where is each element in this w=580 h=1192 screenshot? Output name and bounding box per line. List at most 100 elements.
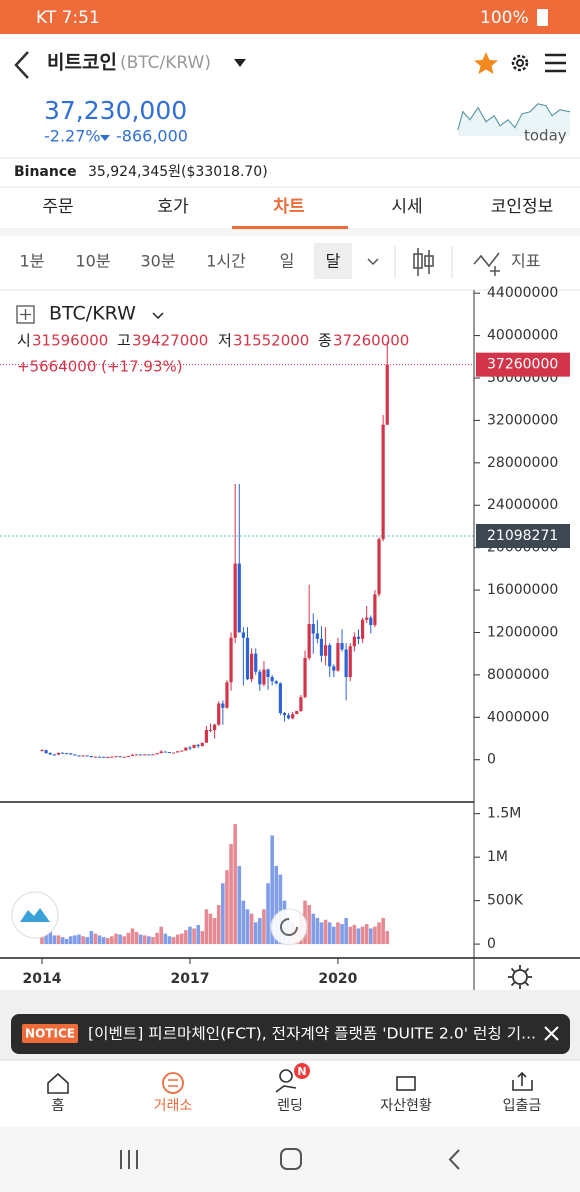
y-tick-label: 28000000: [487, 455, 558, 471]
symbol-dropdown[interactable]: [152, 312, 164, 320]
back-system[interactable]: [448, 1149, 460, 1170]
volume-bar: [253, 922, 258, 945]
volume-tick-label: 500K: [487, 893, 524, 909]
settings[interactable]: [511, 54, 529, 72]
tab[interactable]: 주문: [42, 197, 73, 217]
system-nav: [0, 1126, 580, 1192]
tab[interactable]: 코인정보: [491, 197, 554, 217]
chart-settings[interactable]: [512, 969, 528, 985]
y-tick-label: 32000000: [487, 412, 558, 428]
candle-body: [171, 752, 176, 754]
candle-body: [184, 747, 188, 751]
volume-bar: [307, 904, 311, 945]
candle-body: [229, 637, 233, 683]
volume-bar: [385, 931, 390, 945]
candle-body: [217, 703, 221, 725]
lending-badge-text: N: [297, 1065, 306, 1078]
volume-bar: [105, 938, 110, 945]
volume-bar: [266, 883, 270, 945]
candle-body: [352, 636, 356, 647]
candle-body: [373, 594, 377, 626]
candle-body: [278, 683, 282, 714]
candle-body: [204, 730, 208, 743]
ohlc-label: 고: [117, 332, 131, 350]
volume-bar: [89, 931, 94, 945]
back-button[interactable]: [14, 51, 29, 79]
home-button[interactable]: [280, 1148, 302, 1170]
volume-bar: [373, 926, 377, 945]
candle-type-button[interactable]: [413, 248, 434, 276]
symbol[interactable]: BTC/KRW: [49, 303, 136, 325]
indicator-plus: [490, 266, 500, 276]
nav-item[interactable]: 렌딩: [277, 1098, 303, 1114]
sparkline-area: [458, 104, 570, 136]
candle-body: [139, 754, 143, 756]
crosshair-label: 21098271: [487, 528, 558, 544]
volume-bar: [130, 928, 135, 945]
interval[interactable]: 1시간: [206, 252, 246, 271]
volume-bar: [85, 937, 90, 945]
tab[interactable]: 호가: [157, 197, 189, 217]
candle-body: [369, 617, 373, 626]
tab[interactable]: 차트: [273, 197, 305, 217]
ohlc-label: 저: [218, 332, 232, 350]
y-tick-label: 44000000: [487, 285, 558, 301]
candle-body: [163, 751, 167, 753]
interval[interactable]: 일: [280, 252, 295, 271]
candle-body: [77, 755, 81, 757]
coin-pair: (BTC/KRW): [120, 53, 211, 73]
notice-badge: [22, 1024, 78, 1043]
volume-tick-label: 1M: [487, 849, 508, 865]
ohlc-value: 31596000: [32, 332, 108, 350]
candle-body: [323, 645, 328, 656]
y-tick-label: 0: [487, 752, 496, 768]
volume-bar: [196, 924, 200, 945]
candle-body: [360, 619, 365, 639]
indicator-icon[interactable]: [473, 252, 500, 268]
interval[interactable]: 10분: [75, 252, 110, 271]
nav-item[interactable]: 입출금: [503, 1098, 542, 1114]
spacer: [0, 230, 580, 236]
candle-body: [188, 747, 192, 749]
status-time: KT 7:51: [36, 8, 100, 28]
notice-bar[interactable]: [11, 1014, 570, 1054]
candle-body: [254, 653, 258, 672]
volume-bar: [48, 931, 53, 945]
y-tick-label: 12000000: [487, 624, 558, 640]
volume-bar: [192, 928, 196, 945]
battery-icon: [537, 9, 548, 26]
candle-body: [311, 623, 315, 634]
notice-badge-text: NOTICE: [25, 1027, 75, 1041]
add-button[interactable]: [16, 305, 35, 324]
recent-apps[interactable]: [120, 1150, 138, 1169]
notice-close[interactable]: [544, 1026, 559, 1041]
nav-item[interactable]: 거래소: [154, 1098, 193, 1114]
dropdown[interactable]: [234, 59, 246, 67]
indicator-label[interactable]: 지표: [511, 252, 540, 271]
last-price-label: 37260000: [487, 357, 558, 373]
volume-bar: [97, 935, 102, 945]
menu[interactable]: [545, 53, 566, 73]
candle-body: [126, 755, 130, 757]
reset-button[interactable]: [270, 908, 308, 946]
interval[interactable]: 달: [326, 252, 341, 271]
candle-body: [213, 724, 217, 731]
favorite[interactable]: [474, 52, 498, 74]
volume-bar: [340, 924, 344, 945]
ohlc-label: 시: [17, 332, 31, 350]
candle-body: [270, 677, 274, 682]
nav-item[interactable]: 자산현황: [380, 1098, 432, 1114]
change-percent: -2.27%: [44, 127, 101, 146]
volume-bar: [147, 936, 151, 945]
interval[interactable]: 1분: [20, 252, 45, 271]
nav-item[interactable]: 홈: [52, 1098, 65, 1114]
volume-bar: [229, 844, 233, 945]
candle-body: [118, 756, 122, 758]
candle-body: [348, 646, 352, 678]
interval-more[interactable]: [367, 258, 379, 266]
candle-body: [52, 754, 56, 756]
tab[interactable]: 시세: [391, 197, 422, 217]
interval[interactable]: 30분: [140, 252, 175, 271]
